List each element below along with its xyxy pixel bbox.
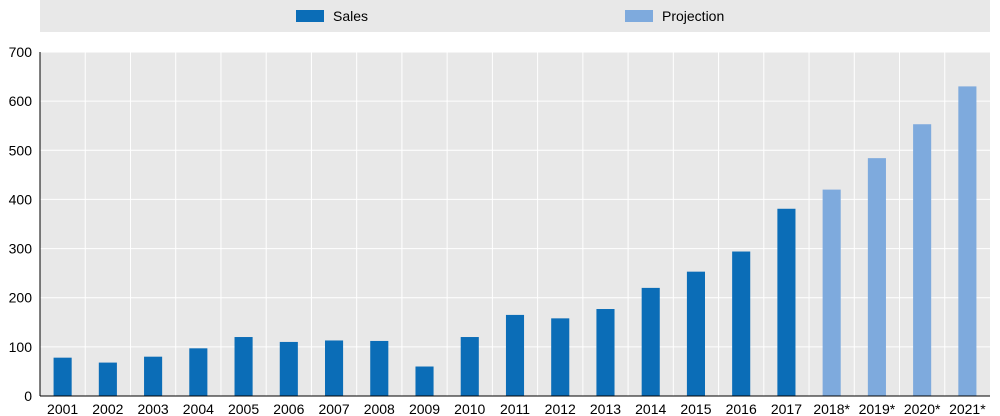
x-tick-label: 2010 (454, 401, 485, 416)
x-tick-label: 2009 (409, 401, 440, 416)
bar-projection (913, 124, 932, 397)
bar-sales (732, 251, 751, 396)
bar-sales (98, 362, 117, 396)
x-tick-label: 2018* (813, 401, 850, 416)
x-tick-label: 2014 (635, 401, 666, 416)
y-tick-label: 200 (9, 290, 33, 306)
bar-sales (460, 337, 479, 396)
bar-sales (325, 340, 344, 396)
bar-sales (415, 366, 434, 396)
x-tick-label: 2002 (92, 401, 123, 416)
x-tick-label: 2007 (318, 401, 349, 416)
y-tick-label: 100 (9, 339, 33, 355)
legend-label-projection: Projection (662, 8, 724, 24)
y-axis-tick-labels: 0 100 200 300 400 500 600 700 (9, 44, 33, 404)
x-tick-label: 2017 (771, 401, 802, 416)
bar-sales (641, 287, 660, 396)
x-tick-label: 2005 (228, 401, 259, 416)
x-tick-label: 2011 (500, 401, 530, 416)
x-tick-label: 2012 (545, 401, 576, 416)
bar-sales (279, 341, 298, 396)
bar-sales (686, 271, 705, 396)
bar-sales (505, 314, 525, 396)
legend-background (40, 0, 990, 32)
bar-sales (370, 340, 389, 396)
legend-swatch-sales (296, 10, 324, 22)
bar-projection (958, 86, 977, 397)
x-tick-label: 2003 (138, 401, 169, 416)
x-tick-label: 2004 (183, 401, 214, 416)
vertical-gridlines (84, 52, 946, 396)
bar-sales (53, 357, 72, 396)
y-tick-label: 500 (9, 142, 33, 158)
y-tick-label: 600 (9, 93, 33, 109)
y-tick-label: 700 (9, 44, 33, 60)
bar-projection (822, 189, 841, 396)
y-tick-label: 300 (9, 241, 33, 257)
x-tick-label: 2013 (590, 401, 621, 416)
bars (53, 86, 977, 397)
legend-label-sales: Sales (333, 8, 368, 24)
bar-sales (144, 356, 163, 396)
x-tick-label: 2001 (47, 401, 78, 416)
x-axis-tick-labels: 2001 2002 2003 2004 2005 2006 2007 2008 2009 2010… (47, 401, 986, 416)
x-tick-label: 2006 (273, 401, 304, 416)
bar-sales (234, 337, 253, 396)
x-tick-label: 2019* (859, 401, 896, 416)
y-tick-label: 0 (24, 388, 32, 404)
y-tick-label: 400 (9, 191, 33, 207)
x-tick-label: 2015 (680, 401, 711, 416)
bar-sales (189, 348, 208, 396)
x-tick-label: 2016 (726, 401, 757, 416)
bar-sales (596, 309, 615, 396)
x-tick-label: 2021* (949, 401, 986, 416)
x-tick-label: 2020* (904, 401, 941, 416)
bar-projection (867, 158, 886, 396)
bar-sales (777, 208, 796, 396)
x-tick-label: 2008 (364, 401, 395, 416)
legend-swatch-projection (625, 10, 653, 22)
bar-sales (551, 318, 570, 396)
